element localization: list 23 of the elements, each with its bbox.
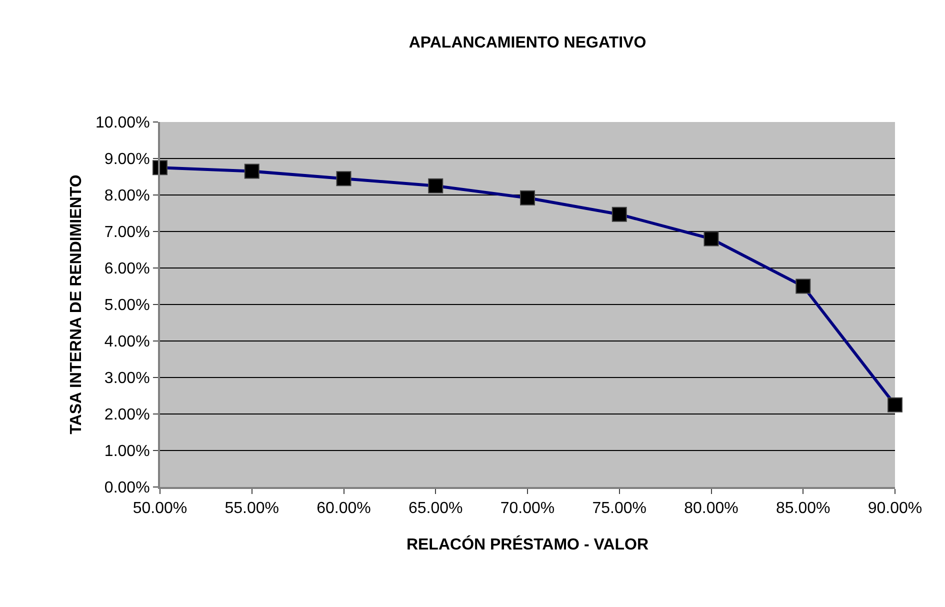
y-tick-label: 7.00% [104,224,150,242]
x-axis-title: RELACÓN PRÉSTAMO - VALOR [406,534,649,554]
y-tick-label: 4.00% [104,334,150,351]
x-tick-label: 50.00% [132,500,188,518]
x-tick-label: 65.00% [408,500,463,518]
y-axis-title: TASA INTERNA DE RENDIMIENTO [68,174,85,434]
y-tick-label: 10.00% [96,114,150,132]
x-tick-label: 85.00% [776,500,830,518]
y-tick-label: 3.00% [104,370,150,388]
x-tick-label: 70.00% [500,500,555,518]
y-tick-label: 2.00% [104,406,150,424]
y-tick-label: 1.00% [104,443,150,460]
y-tick-label: 0.00% [104,480,150,497]
chart-title: APALANCAMIENTO NEGATIVO [408,34,646,52]
y-tick-label: 6.00% [104,260,150,278]
x-tick-label: 90.00% [868,500,922,518]
x-tick-label: 80.00% [684,500,738,518]
y-tick-label: 8.00% [104,188,150,205]
x-tick-label: 60.00% [316,500,371,518]
x-tick-label: 55.00% [224,500,280,518]
y-tick-label: 5.00% [104,297,150,314]
x-tick-label: 75.00% [592,500,647,518]
y-tick-label: 9.00% [104,151,150,168]
